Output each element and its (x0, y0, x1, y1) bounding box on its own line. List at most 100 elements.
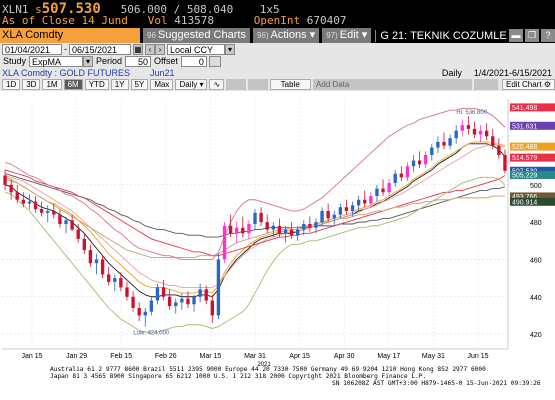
line-chart-icon[interactable]: ∿ (209, 79, 225, 90)
candle-body (9, 184, 13, 193)
period-ytd-button[interactable]: YTD (84, 79, 109, 90)
candle-body (204, 289, 208, 301)
currency-select[interactable]: Local CCY (167, 43, 225, 55)
candle-body (253, 212, 257, 224)
end-date-input[interactable]: 06/15/2021 (69, 43, 131, 55)
date-separator: - (64, 44, 67, 54)
restore-icon[interactable]: ❐ (525, 29, 539, 42)
openint-value: 670407 (306, 14, 347, 27)
period-5y-button[interactable]: 5Y (130, 79, 149, 90)
offset-input[interactable]: 0 (180, 55, 207, 67)
series-line (4, 143, 506, 298)
frequency-select[interactable]: Daily ▾ (175, 79, 208, 90)
candle-body (344, 207, 349, 211)
table-button[interactable]: Table (269, 79, 311, 90)
candle-body (143, 311, 147, 316)
x-tick-label: Apr 30 (334, 353, 355, 360)
candle-body (363, 199, 367, 204)
asof-label: As of Close (2, 14, 75, 27)
candle-body (289, 229, 294, 236)
actions-button[interactable]: 96) Actions ▾ (252, 28, 320, 43)
start-date-input[interactable]: 01/04/2021 (2, 43, 62, 55)
edit-chart-button[interactable]: Edit Chart ⚙ (502, 79, 555, 90)
candle-body (320, 210, 324, 223)
chevron-down-icon: ▾ (361, 29, 368, 41)
frequency-value: Daily (179, 80, 198, 89)
candle-body (33, 201, 38, 210)
candle-body (39, 209, 44, 213)
candle-body (350, 205, 355, 211)
period-input[interactable]: 50 (125, 55, 152, 67)
candle-body (460, 125, 464, 131)
vol-value: 413578 (174, 14, 214, 27)
range-label: 1/4/2021-6/15/2021 (473, 67, 552, 78)
calendar-icon[interactable]: ▦ (133, 43, 143, 55)
candle-body (302, 224, 306, 230)
price-tag-label: 520.488 (512, 144, 537, 151)
suggested-charts-button[interactable]: 96 Suggested Charts (143, 28, 250, 43)
candle-body (100, 259, 105, 275)
period-1m-button[interactable]: 1M (42, 79, 62, 90)
x-tick-label: Feb 15 (110, 353, 132, 360)
prev-arrow-icon[interactable]: ‹ (145, 43, 155, 55)
security-field[interactable]: XLA Comdty (0, 28, 140, 43)
x-tick-label: Feb 26 (155, 353, 177, 360)
period-label: Period (96, 56, 123, 66)
y-axis: 420 440 460 480 500 (2, 99, 542, 350)
candle-body (167, 296, 172, 307)
quote-line-1: XLN1 s507.530 506.000 / 508.040 1x5 (2, 1, 280, 17)
candle-body (265, 222, 269, 230)
candle-body (198, 289, 202, 297)
candle-body (161, 287, 166, 297)
period-max-button[interactable]: Max (150, 79, 174, 90)
help-icon[interactable]: ? (541, 29, 555, 42)
date-bar: 01/04/2021 - 06/15/2021 ▦ ‹ › Local CCY … (0, 43, 555, 55)
checkbox[interactable] (208, 55, 221, 67)
series-line (4, 169, 506, 257)
chart-area[interactable]: 420 440 460 480 500 Jan 15 Jan 29 Feb 15 Feb 26… (0, 91, 555, 400)
chevron-down-icon[interactable]: ▾ (225, 43, 235, 55)
period-1y-button[interactable]: 1Y (110, 79, 129, 90)
news-title[interactable]: G 21: TEKNIK COZUMLEM... (375, 29, 507, 42)
candle-body (448, 138, 452, 146)
candle-body (210, 300, 215, 316)
next-arrow-icon[interactable]: › (155, 43, 165, 55)
candle-body (247, 224, 251, 234)
low-annotation: Low: 424.000 (133, 331, 170, 337)
suggested-label: Suggested Charts (157, 29, 246, 41)
period-6m-button[interactable]: 6M (63, 79, 83, 90)
candle-body (484, 130, 489, 137)
security-title: XLA Comdty : GOLD FUTURES (2, 67, 131, 78)
period-1d-button[interactable]: 1D (2, 79, 21, 90)
candle-body (442, 141, 446, 146)
series-line (4, 141, 506, 294)
edit-button[interactable]: 97) Edit ▾ (322, 28, 372, 43)
candle-body (52, 210, 56, 215)
frequency-label: Daily (441, 67, 462, 78)
y-tick-label: 500 (530, 183, 542, 190)
candle-body (131, 296, 135, 308)
candle-body (356, 199, 361, 206)
chevron-down-icon[interactable]: ▾ (83, 55, 94, 67)
candle-body (94, 259, 99, 264)
high-annotation: Hi: 536.800 (456, 110, 487, 116)
candle-body (186, 298, 190, 305)
price-tag-bg (510, 142, 555, 151)
openint-label: OpenInt (253, 14, 301, 27)
period-3d-button[interactable]: 3D (22, 79, 41, 90)
suggested-num: 96 (147, 31, 156, 40)
candle-body (149, 300, 154, 312)
price-chart[interactable]: 420 440 460 480 500 Jan 15 Jan 29 Feb 15 Feb 26… (0, 91, 555, 368)
candle-body (88, 250, 93, 264)
study-select[interactable]: ExpMA (29, 55, 84, 67)
footer: Australia 61 2 9777 8600 Brazil 5511 239… (0, 366, 555, 400)
candle-body (375, 188, 379, 197)
period-bar: 1D 3D 1M 6M YTD 1Y 5Y Max Daily ▾ ∿ Tabl… (0, 78, 555, 91)
toolbar: XLA Comdty 96 Suggested Charts 96) Actions… (0, 28, 555, 43)
add-data-button[interactable]: Add Data (312, 79, 473, 90)
candle-body (180, 298, 184, 303)
candle-body (107, 274, 111, 282)
candle-body (192, 296, 196, 305)
minimize-icon[interactable]: ▬ (509, 29, 523, 42)
price-tag-bg (510, 166, 555, 175)
